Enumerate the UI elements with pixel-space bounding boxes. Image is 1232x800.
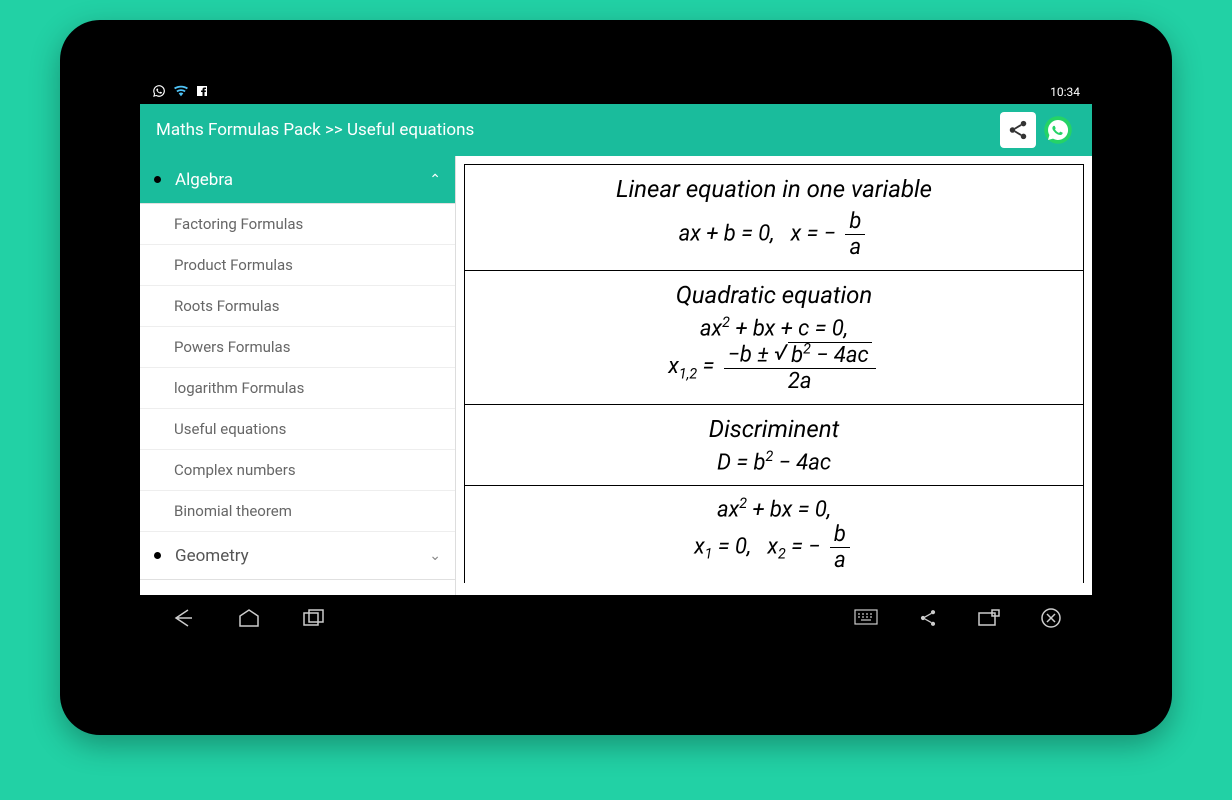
recent-nav-icon[interactable] [302, 608, 326, 628]
keyboard-nav-icon[interactable] [854, 607, 878, 629]
chevron-up-icon: ⌃ [429, 172, 441, 188]
app-header: Maths Formulas Pack >> Useful equations [140, 104, 1092, 156]
formula-linear: Linear equation in one variable ax + b =… [465, 165, 1084, 271]
status-time: 10:34 [1050, 85, 1080, 99]
category-label: Geometry [175, 546, 429, 566]
formula-quadratic: Quadratic equation ax2 + bx + c = 0, x1,… [465, 271, 1084, 405]
close-nav-icon[interactable] [1040, 607, 1062, 629]
chevron-down-icon: ⌄ [429, 548, 441, 564]
status-bar: 10:34 [140, 80, 1092, 104]
back-nav-icon[interactable] [170, 608, 196, 628]
category-analytical-geometry[interactable]: Analytical Geometry ⌄ [140, 580, 455, 595]
formula-discriminant: Discriminent D = b2 − 4ac [465, 404, 1084, 485]
subitem-complex[interactable]: Complex numbers [140, 450, 455, 491]
subitem-binomial[interactable]: Binomial theorem [140, 491, 455, 532]
whatsapp-status-icon [152, 84, 166, 101]
maximize-nav-icon[interactable] [978, 607, 1000, 629]
category-geometry[interactable]: Geometry ⌄ [140, 532, 455, 580]
category-label: Algebra [175, 170, 429, 190]
home-nav-icon[interactable] [236, 608, 262, 628]
formula-special-quadratic: ax2 + bx = 0, x1 = 0, x2 = − ba [465, 485, 1084, 583]
android-nav-bar [140, 595, 1092, 640]
app-title: Maths Formulas Pack >> Useful equations [156, 120, 474, 140]
share-button[interactable] [1000, 112, 1036, 148]
share-nav-icon[interactable] [918, 607, 938, 629]
whatsapp-button[interactable] [1040, 112, 1076, 148]
subitem-logarithm[interactable]: logarithm Formulas [140, 368, 455, 409]
tablet-frame: 10:34 Maths Formulas Pack >> Useful equa… [60, 20, 1172, 735]
subitem-factoring[interactable]: Factoring Formulas [140, 204, 455, 245]
sidebar: Algebra ⌃ Factoring Formulas Product For… [140, 156, 456, 595]
formula-content: Linear equation in one variable ax + b =… [456, 156, 1092, 595]
subitem-useful[interactable]: Useful equations [140, 409, 455, 450]
subitem-product[interactable]: Product Formulas [140, 245, 455, 286]
category-algebra[interactable]: Algebra ⌃ [140, 156, 455, 204]
facebook-status-icon [196, 85, 208, 100]
wifi-status-icon [174, 84, 188, 101]
subitem-powers[interactable]: Powers Formulas [140, 327, 455, 368]
subitem-roots[interactable]: Roots Formulas [140, 286, 455, 327]
screen: 10:34 Maths Formulas Pack >> Useful equa… [140, 80, 1092, 640]
